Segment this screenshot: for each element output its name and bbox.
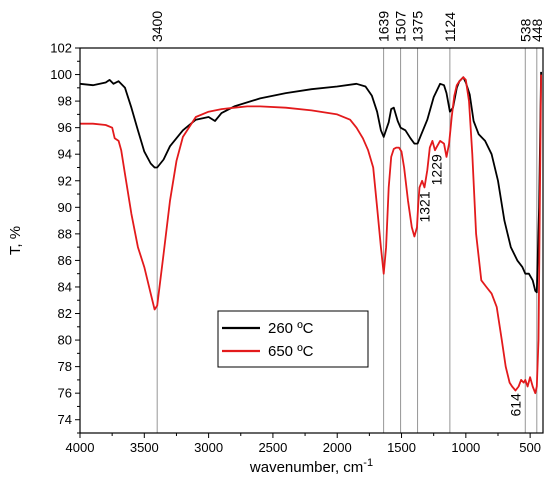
x-tick-label-3000: 3000 [194,440,223,455]
peak-label-1375: 1375 [410,11,426,42]
legend-box [217,310,369,368]
legend-label-260: 260 ºC [268,320,314,337]
x-tick-label-4000: 4000 [66,440,95,455]
y-tick-label-78: 78 [58,359,72,374]
y-tick-label-98: 98 [58,94,72,109]
x-tick-label-1000: 1000 [451,440,480,455]
y-tick-label-86: 86 [58,253,72,268]
y-tick-label-102: 102 [50,41,72,56]
y-tick-label-94: 94 [58,147,72,162]
plot-frame [79,47,544,434]
y-tick-label-100: 100 [50,67,72,82]
y-tick-label-80: 80 [58,333,72,348]
y-axis-title: T, % [7,226,24,255]
x-tick-label-1500: 1500 [387,440,416,455]
y-tick-label-76: 76 [58,386,72,401]
peak-label-538: 538 [517,18,533,42]
series-line-1 [80,74,542,395]
y-tick-label-82: 82 [58,306,72,321]
peak-label-1507: 1507 [393,11,409,42]
annotations-group: 1321 1229 614 [417,154,524,417]
annotation-1321: 1321 [417,191,433,222]
x-tick-label-2500: 2500 [258,440,287,455]
legend: 260 ºC 650 ºC [217,310,369,368]
series-group [79,71,542,395]
y-tick-label-90: 90 [58,200,72,215]
x-tick-label-2000: 2000 [323,440,352,455]
y-tick-label-74: 74 [58,412,72,427]
legend-label-650: 650 ºC [268,343,314,360]
series-line-0 [79,71,542,294]
annotation-614: 614 [507,393,523,417]
y-axis: 74 76 78 80 82 84 86 88 90 92 94 96 98 100 102 [50,41,80,434]
x-tick-label-3500: 3500 [130,440,159,455]
peak-label-1124: 1124 [442,12,458,42]
peak-label-1639: 1639 [376,11,392,42]
peak-label-448: 448 [529,18,545,42]
y-tick-label-92: 92 [58,173,72,188]
annotation-1229: 1229 [428,154,444,185]
peak-label-3400: 3400 [149,11,165,42]
x-tick-label-500: 500 [519,440,541,455]
x-axis-title: wavenumber, cm-1 [249,457,373,476]
y-tick-label-96: 96 [58,120,72,135]
y-tick-label-84: 84 [58,279,72,294]
y-tick-label-88: 88 [58,226,72,241]
x-axis: 4000 3500 3000 2500 2000 1500 1000 500 [66,433,541,455]
